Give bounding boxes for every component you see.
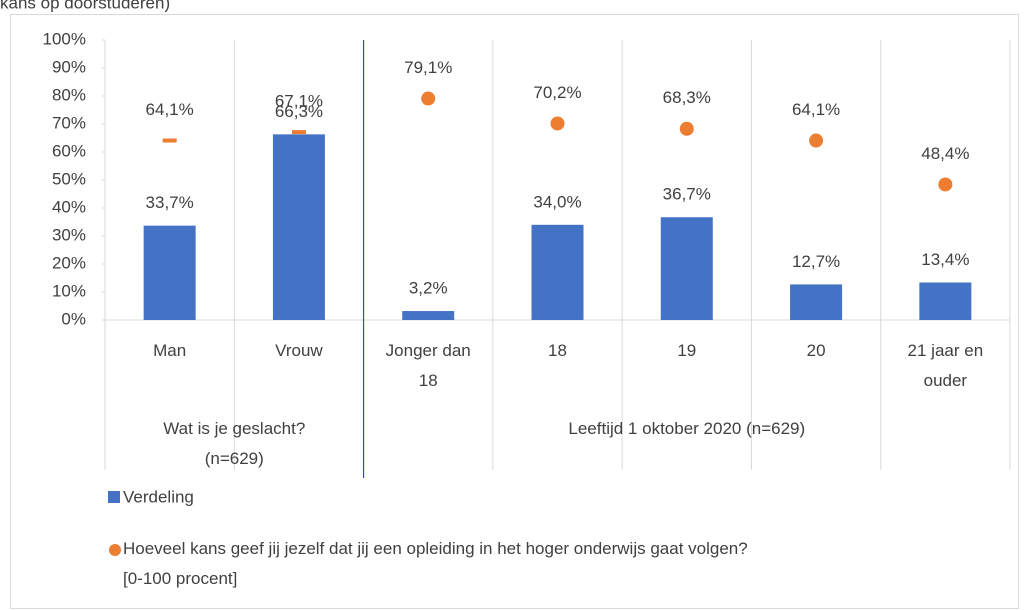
data-label: 33,7% <box>146 193 194 212</box>
legend-swatch <box>108 491 120 503</box>
x-tick-label: 19 <box>677 341 696 360</box>
data-label: 3,2% <box>409 279 448 298</box>
x-tick-label: 21 jaar en ouder <box>908 341 984 390</box>
y-tick-label: 80% <box>52 85 86 104</box>
x-tick-label: Jonger dan 18 <box>386 341 471 390</box>
x-tick-label: Man <box>153 341 186 360</box>
group-label: Leeftijd 1 oktober 2020 (n=629) <box>568 419 805 438</box>
y-tick-label: 60% <box>52 141 86 160</box>
data-label: 70,2% <box>533 83 581 102</box>
bar <box>143 225 196 320</box>
y-tick-label: 90% <box>52 57 86 76</box>
bar <box>790 284 843 320</box>
x-tick-label: 20 <box>807 341 826 360</box>
y-tick-label: 50% <box>52 169 86 188</box>
y-tick-label: 30% <box>52 225 86 244</box>
y-tick-label: 20% <box>52 253 86 272</box>
marker <box>291 130 306 135</box>
bar <box>402 311 455 320</box>
x-tick-label: Vrouw <box>275 341 323 360</box>
marker <box>550 116 565 131</box>
chart-title: kans op doorstuderen) <box>0 0 170 12</box>
y-tick-label: 100% <box>43 29 86 48</box>
x-tick-label: 18 <box>548 341 567 360</box>
data-label: 64,1% <box>792 100 840 119</box>
data-label: 66,3% <box>275 102 323 121</box>
y-tick-label: 40% <box>52 197 86 216</box>
data-label: 48,4% <box>921 144 969 163</box>
data-label: 34,0% <box>533 192 581 211</box>
data-label: 64,1% <box>146 100 194 119</box>
y-tick-label: 70% <box>52 113 86 132</box>
bar <box>660 217 713 320</box>
marker <box>809 133 824 148</box>
data-label: 79,1% <box>404 58 452 77</box>
marker <box>421 91 436 106</box>
y-tick-label: 10% <box>52 281 86 300</box>
bar <box>272 134 325 320</box>
data-label: 12,7% <box>792 252 840 271</box>
legend-label: Hoeveel kans geef jij jezelf dat jij een… <box>123 539 748 588</box>
data-label: 67,1% <box>275 92 323 111</box>
data-label: 36,7% <box>663 185 711 204</box>
group-label: Wat is je geslacht? (n=629) <box>163 419 305 468</box>
data-label: 13,4% <box>921 250 969 269</box>
y-tick-label: 0% <box>61 309 86 328</box>
legend-swatch <box>109 544 121 556</box>
marker <box>162 138 177 143</box>
marker <box>679 121 694 136</box>
bar <box>919 282 972 320</box>
legend-label: Verdeling <box>123 487 194 506</box>
bar <box>531 224 584 320</box>
data-label: 68,3% <box>663 88 711 107</box>
marker <box>938 177 953 192</box>
